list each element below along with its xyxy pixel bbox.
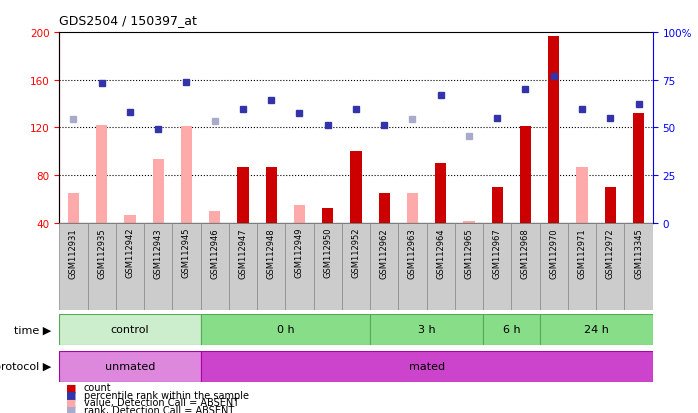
Bar bbox=[124, 216, 135, 223]
Text: GSM112942: GSM112942 bbox=[126, 227, 135, 278]
Bar bbox=[294, 205, 305, 223]
Text: GSM112963: GSM112963 bbox=[408, 227, 417, 278]
Bar bbox=[370, 223, 399, 310]
Text: GSM112935: GSM112935 bbox=[97, 227, 106, 278]
Bar bbox=[483, 314, 540, 345]
Text: 3 h: 3 h bbox=[418, 324, 436, 335]
Bar bbox=[463, 222, 475, 223]
Text: GSM112931: GSM112931 bbox=[69, 227, 78, 278]
Bar bbox=[577, 167, 588, 223]
Text: ■: ■ bbox=[66, 397, 77, 407]
Bar bbox=[378, 193, 390, 223]
Text: GSM112946: GSM112946 bbox=[210, 227, 219, 278]
Bar bbox=[237, 167, 248, 223]
Text: GSM113345: GSM113345 bbox=[634, 227, 643, 278]
Bar bbox=[116, 223, 144, 310]
Bar bbox=[144, 223, 172, 310]
Text: GSM112945: GSM112945 bbox=[182, 227, 191, 278]
Bar bbox=[512, 223, 540, 310]
Bar bbox=[285, 223, 313, 310]
Text: GSM112971: GSM112971 bbox=[577, 227, 586, 278]
Text: unmated: unmated bbox=[105, 361, 155, 372]
Text: ■: ■ bbox=[66, 405, 77, 413]
Bar bbox=[455, 223, 483, 310]
Bar bbox=[96, 126, 107, 223]
Bar bbox=[350, 152, 362, 223]
Bar bbox=[483, 223, 512, 310]
Text: ■: ■ bbox=[66, 382, 77, 392]
Bar bbox=[313, 223, 342, 310]
Bar bbox=[604, 188, 616, 223]
Text: GSM112967: GSM112967 bbox=[493, 227, 502, 278]
Text: GSM112949: GSM112949 bbox=[295, 227, 304, 278]
Text: GSM112950: GSM112950 bbox=[323, 227, 332, 278]
Bar bbox=[265, 167, 277, 223]
Bar bbox=[520, 127, 531, 223]
Text: mated: mated bbox=[408, 361, 445, 372]
Bar bbox=[322, 209, 334, 223]
Text: GSM112948: GSM112948 bbox=[267, 227, 276, 278]
Text: percentile rank within the sample: percentile rank within the sample bbox=[84, 390, 248, 400]
Text: GSM112970: GSM112970 bbox=[549, 227, 558, 278]
Bar bbox=[153, 160, 164, 223]
Bar bbox=[399, 223, 426, 310]
Bar bbox=[200, 223, 229, 310]
Bar bbox=[370, 314, 483, 345]
Bar bbox=[200, 351, 653, 382]
Bar bbox=[548, 37, 559, 223]
Bar bbox=[491, 188, 503, 223]
Bar bbox=[633, 114, 644, 223]
Text: GSM112964: GSM112964 bbox=[436, 227, 445, 278]
Bar bbox=[209, 211, 221, 223]
Bar bbox=[172, 223, 200, 310]
Text: protocol ▶: protocol ▶ bbox=[0, 361, 51, 372]
Text: GSM112947: GSM112947 bbox=[239, 227, 248, 278]
Bar bbox=[229, 223, 257, 310]
Bar bbox=[540, 223, 568, 310]
Bar bbox=[181, 127, 192, 223]
Text: GDS2504 / 150397_at: GDS2504 / 150397_at bbox=[59, 14, 198, 27]
Bar bbox=[426, 223, 455, 310]
Text: time ▶: time ▶ bbox=[13, 324, 51, 335]
Text: GSM112968: GSM112968 bbox=[521, 227, 530, 278]
Text: value, Detection Call = ABSENT: value, Detection Call = ABSENT bbox=[84, 397, 239, 407]
Bar bbox=[568, 223, 596, 310]
Bar bbox=[625, 223, 653, 310]
Text: control: control bbox=[111, 324, 149, 335]
Bar bbox=[68, 193, 79, 223]
Bar bbox=[540, 314, 653, 345]
Bar bbox=[257, 223, 285, 310]
Text: 6 h: 6 h bbox=[503, 324, 520, 335]
Bar bbox=[435, 164, 447, 223]
Text: ■: ■ bbox=[66, 390, 77, 400]
Bar bbox=[59, 351, 200, 382]
Bar bbox=[59, 314, 200, 345]
Text: GSM112972: GSM112972 bbox=[606, 227, 615, 278]
Text: 0 h: 0 h bbox=[276, 324, 294, 335]
Text: GSM112943: GSM112943 bbox=[154, 227, 163, 278]
Text: GSM112965: GSM112965 bbox=[464, 227, 473, 278]
Text: 24 h: 24 h bbox=[584, 324, 609, 335]
Text: GSM112962: GSM112962 bbox=[380, 227, 389, 278]
Text: GSM112952: GSM112952 bbox=[352, 227, 360, 278]
Bar bbox=[87, 223, 116, 310]
Bar bbox=[596, 223, 625, 310]
Bar bbox=[407, 193, 418, 223]
Text: rank, Detection Call = ABSENT: rank, Detection Call = ABSENT bbox=[84, 405, 234, 413]
Bar bbox=[200, 314, 370, 345]
Bar bbox=[59, 223, 87, 310]
Text: count: count bbox=[84, 382, 112, 392]
Bar bbox=[342, 223, 370, 310]
